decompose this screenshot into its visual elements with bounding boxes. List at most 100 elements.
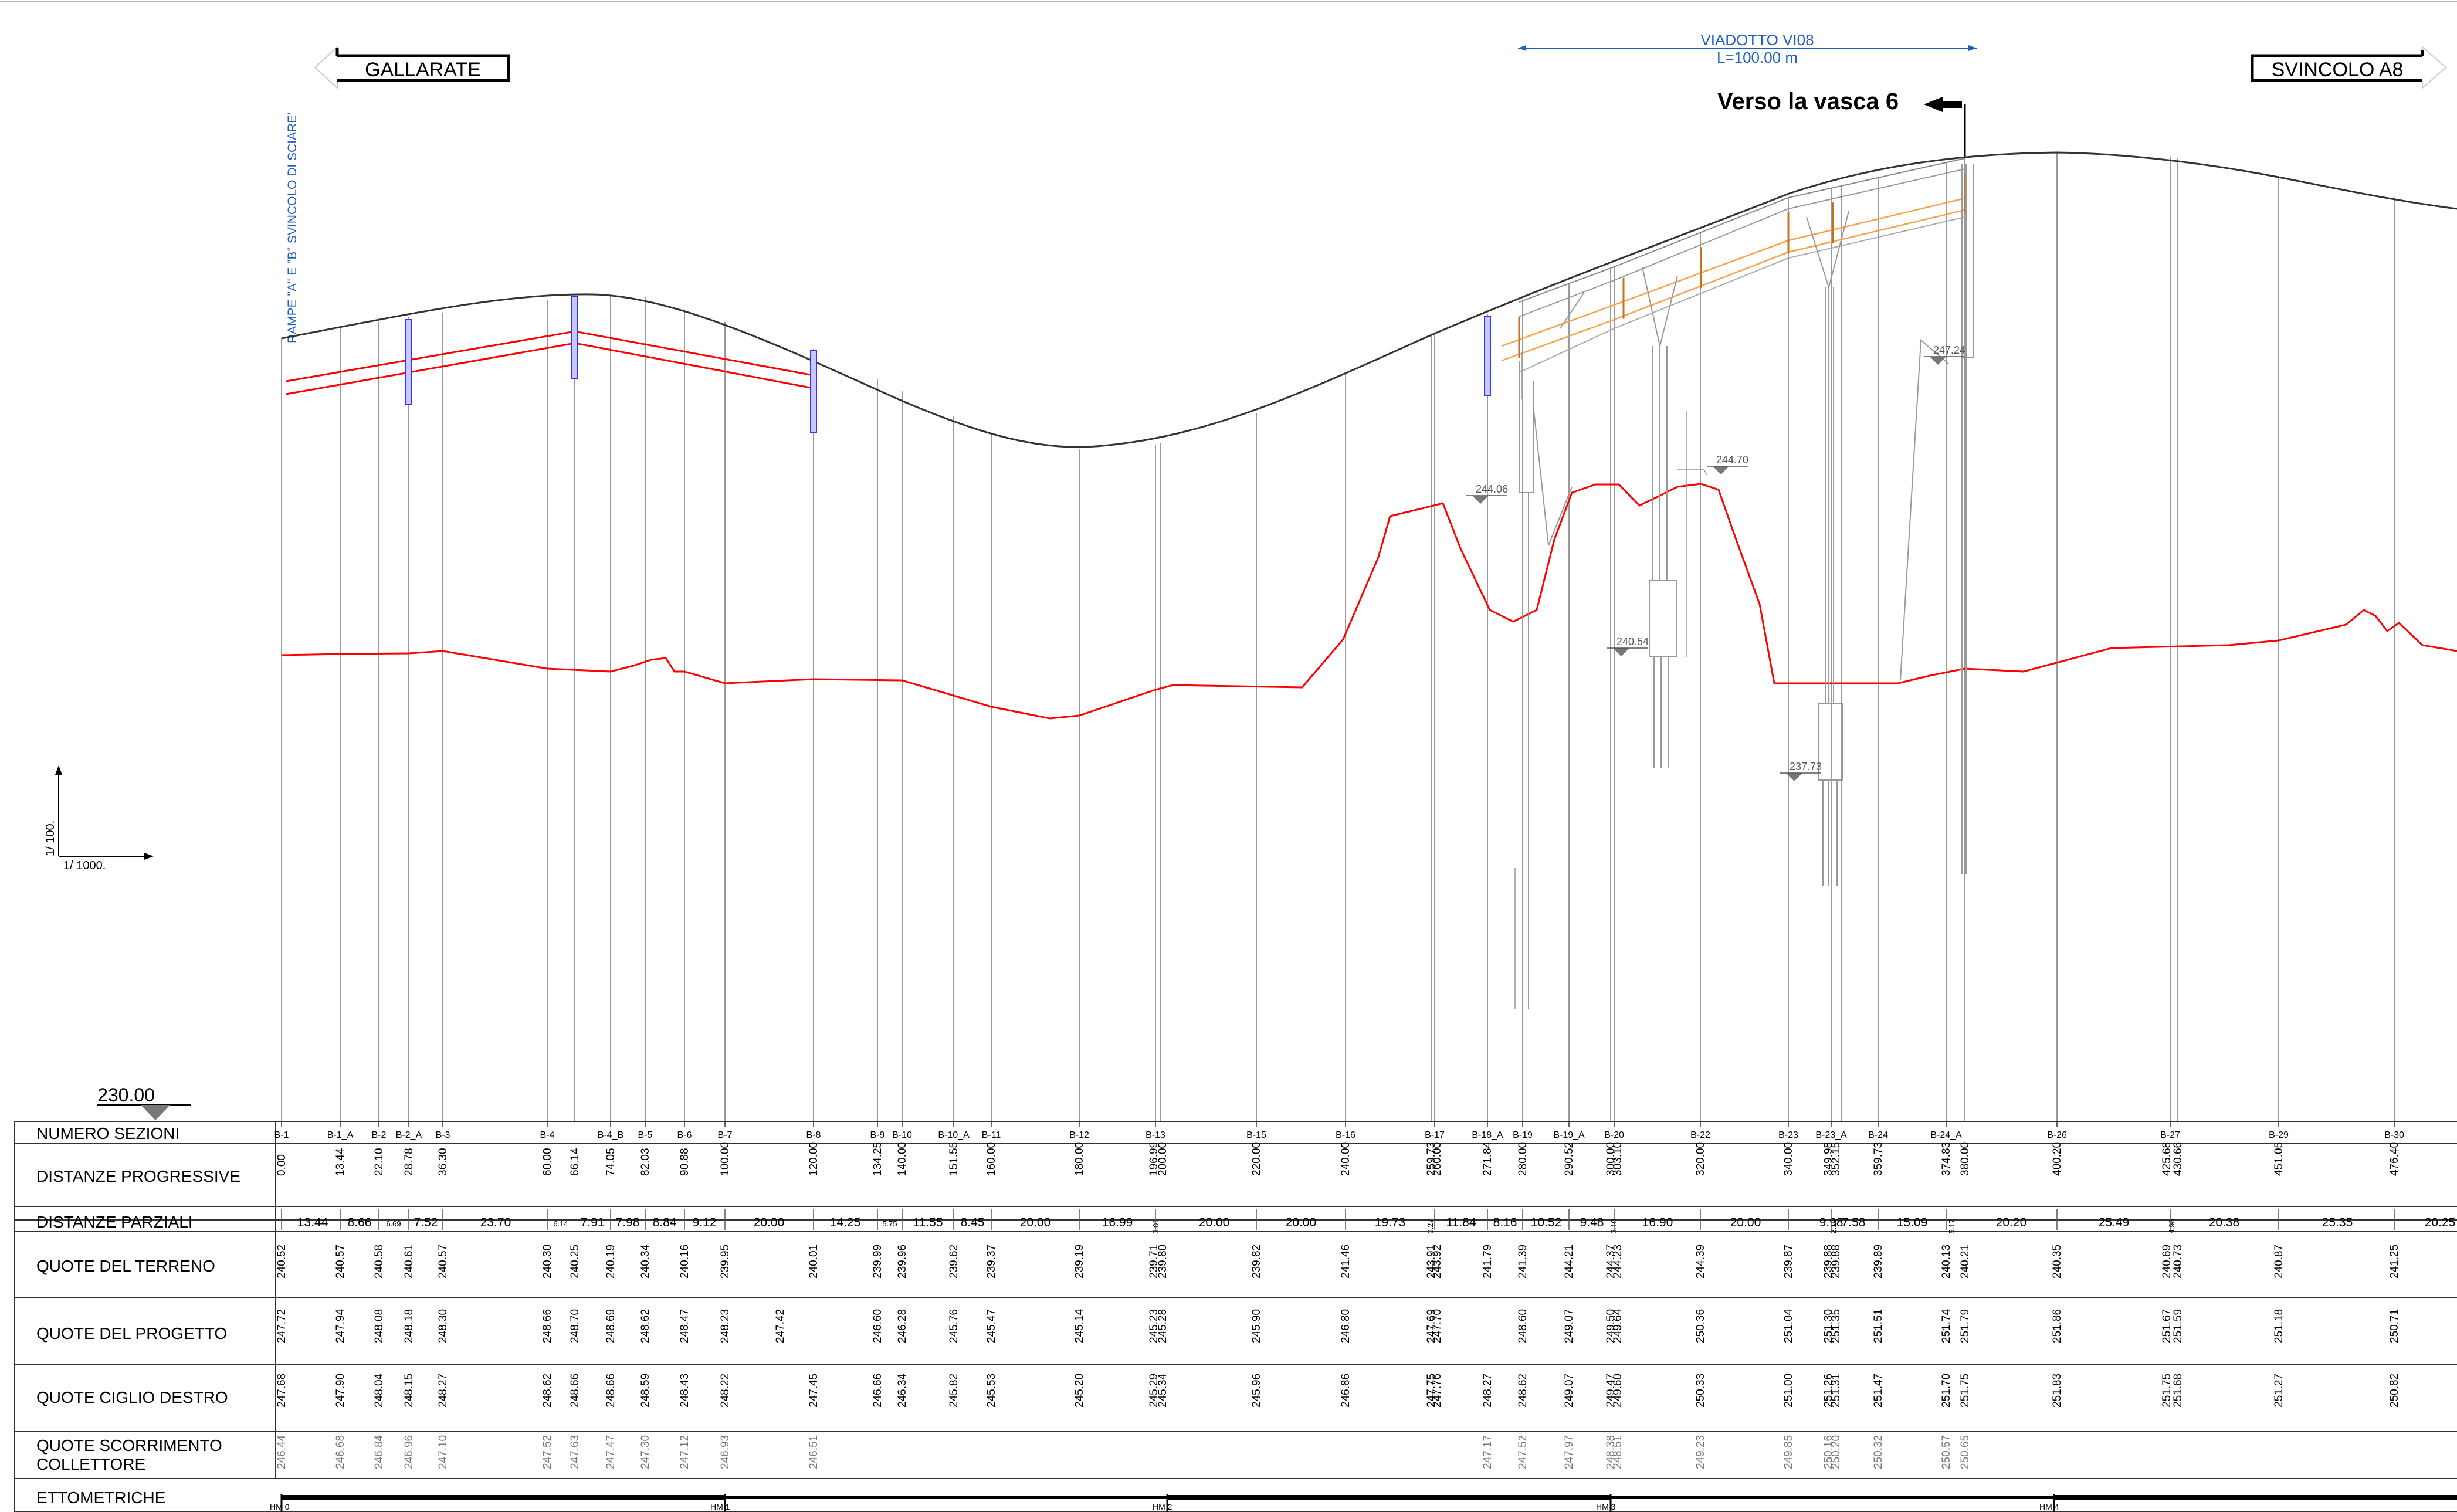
profile-table: NUMERO SEZIONI DISTANZE PROGRESSIVE DISTAN… bbox=[14, 1121, 2457, 1512]
partial-distance: 20.00 bbox=[1730, 1216, 1761, 1229]
row-label-right-edge: QUOTE CIGLIO DESTRO bbox=[36, 1388, 228, 1406]
progressive-distance: 271.84 bbox=[1482, 1141, 1494, 1176]
project-elevation: 248.60 bbox=[1517, 1309, 1529, 1343]
project-elevation: 245.90 bbox=[1250, 1309, 1263, 1343]
section-number: B-26 bbox=[2047, 1130, 2067, 1140]
elevation-mark: 240.54 bbox=[1607, 636, 1649, 656]
project-elevation: 248.69 bbox=[605, 1309, 617, 1343]
terrain-elevation: 243.92 bbox=[1431, 1245, 1443, 1279]
datum-marker: 230.00 bbox=[97, 1084, 191, 1120]
hectometric-label: HM 0 bbox=[270, 1502, 290, 1511]
partial-distance: 16.90 bbox=[1642, 1216, 1673, 1229]
progressive-distance: 425.68 bbox=[2161, 1142, 2173, 1176]
project-elevation: 248.70 bbox=[569, 1309, 581, 1343]
collector-elevation: 246.93 bbox=[719, 1435, 731, 1469]
project-elevation: 251.79 bbox=[1959, 1309, 1971, 1343]
project-elevation: 251.59 bbox=[2172, 1309, 2184, 1343]
ramp-vertical-note: RAMPE "A" E "B" SVINCOLO DI SCIARE' bbox=[286, 113, 299, 343]
project-elevation: 248.18 bbox=[403, 1309, 415, 1343]
section-number: B-24_A bbox=[1930, 1130, 1962, 1140]
right-edge-elevation: 251.75 bbox=[1959, 1374, 1971, 1408]
right-edge-elevation: 249.47 bbox=[1605, 1374, 1617, 1408]
partial-distance: 19.73 bbox=[1375, 1216, 1406, 1229]
progressive-distance: 240.00 bbox=[1340, 1142, 1352, 1176]
elevation-mark: 247.24 bbox=[1924, 344, 1965, 365]
scale-indicator: 1/ 100. 1/ 1000. bbox=[44, 765, 154, 872]
project-elevation: 249.64 bbox=[1612, 1308, 1624, 1343]
partial-distance: 6.69 bbox=[386, 1219, 401, 1228]
section-number: B-4_B bbox=[598, 1130, 623, 1140]
project-elevation: 248.66 bbox=[541, 1309, 554, 1343]
project-elevation: 246.60 bbox=[872, 1309, 884, 1343]
progressive-distance: 200.00 bbox=[1157, 1142, 1169, 1176]
section-number: B-17 bbox=[1425, 1130, 1445, 1140]
collector-elevation: 250.32 bbox=[1872, 1435, 1885, 1469]
project-elevation: 248.30 bbox=[437, 1309, 449, 1343]
project-elevation: 249.07 bbox=[1563, 1309, 1575, 1343]
project-elevation: 251.86 bbox=[2051, 1309, 2063, 1343]
terrain-elevation: 240.19 bbox=[605, 1245, 617, 1279]
section-number: B-19 bbox=[1513, 1130, 1533, 1140]
terrain-elevation: 240.57 bbox=[334, 1245, 347, 1279]
terrain-elevation: 239.80 bbox=[1157, 1245, 1169, 1279]
terrain-elevation: 240.52 bbox=[276, 1245, 288, 1279]
section-number: B-13 bbox=[1146, 1130, 1165, 1140]
partial-distance: 8.16 bbox=[1493, 1216, 1517, 1229]
progressive-distance: 451.05 bbox=[2273, 1142, 2285, 1176]
progressive-distance: 400.20 bbox=[2051, 1142, 2063, 1176]
right-edge-elevation: 250.33 bbox=[1695, 1374, 1707, 1408]
progressive-distance: 303.10 bbox=[1612, 1142, 1624, 1176]
terrain-elevation: 241.46 bbox=[1340, 1245, 1352, 1279]
project-elevation: 247.69 bbox=[1425, 1309, 1438, 1343]
project-elevation: 251.67 bbox=[2161, 1309, 2173, 1343]
partial-distance: 23.70 bbox=[480, 1216, 511, 1229]
collector-elevation: 246.84 bbox=[373, 1435, 385, 1469]
terrain-elevation: 241.39 bbox=[1517, 1245, 1529, 1279]
right-edge-elevation: 251.70 bbox=[1940, 1374, 1953, 1408]
terrain-elevation: 240.13 bbox=[1940, 1245, 1953, 1279]
right-edge-elevation: 248.04 bbox=[373, 1373, 385, 1408]
elevation-value: 247.24 bbox=[1933, 344, 1965, 356]
right-edge-elevation: 247.75 bbox=[1425, 1374, 1438, 1408]
project-elevation: 245.23 bbox=[1148, 1309, 1160, 1343]
terrain-elevation: 240.58 bbox=[373, 1245, 385, 1279]
section-number: B-4 bbox=[540, 1130, 555, 1140]
collector-elevation: 247.30 bbox=[639, 1435, 652, 1469]
design-profile-line bbox=[281, 151, 2457, 448]
elevation-mark: 244.06 bbox=[1466, 483, 1508, 504]
terrain-elevation: 240.34 bbox=[639, 1244, 652, 1279]
partial-distance: 9.48 bbox=[1580, 1216, 1604, 1229]
progressive-distance: 140.00 bbox=[896, 1142, 909, 1176]
pile-marker bbox=[571, 296, 578, 379]
right-edge-elevation: 251.26 bbox=[1822, 1374, 1835, 1408]
terrain-elevation: 239.95 bbox=[719, 1245, 731, 1279]
partial-distance: 7.58 bbox=[1842, 1216, 1866, 1229]
right-edge-elevation: 250.82 bbox=[2388, 1374, 2401, 1408]
ramp-lines bbox=[286, 330, 814, 395]
viaduct-label: VIADOTTO VI08 L=100.00 m bbox=[1518, 31, 1977, 66]
progressive-distance: 66.14 bbox=[569, 1148, 581, 1176]
project-elevation: 245.47 bbox=[985, 1309, 998, 1343]
terrain-elevation: 240.25 bbox=[569, 1245, 581, 1279]
right-edge-elevation: 248.27 bbox=[437, 1374, 449, 1408]
progressive-distance: 374.83 bbox=[1940, 1142, 1953, 1176]
terrain-elevation: 244.23 bbox=[1612, 1245, 1624, 1279]
collector-elevation: 247.10 bbox=[437, 1435, 449, 1469]
partial-distance: 8.66 bbox=[348, 1216, 372, 1229]
progressive-distance: 90.88 bbox=[679, 1148, 691, 1176]
elevation-value: 240.54 bbox=[1616, 636, 1649, 647]
partial-distance: 15.09 bbox=[1897, 1216, 1928, 1229]
right-edge-elevation: 251.27 bbox=[2273, 1374, 2285, 1408]
row-label-terrain: QUOTE DEL TERRENO bbox=[36, 1257, 215, 1275]
right-edge-elevation: 245.82 bbox=[948, 1374, 960, 1408]
terrain-elevation: 244.37 bbox=[1605, 1245, 1617, 1279]
project-elevation: 249.50 bbox=[1605, 1309, 1617, 1343]
collector-elevation: 247.47 bbox=[605, 1435, 617, 1469]
progressive-distance: 476.40 bbox=[2388, 1142, 2401, 1176]
hectometric-label: HM 2 bbox=[1153, 1502, 1172, 1511]
section-number: B-29 bbox=[2269, 1130, 2289, 1140]
progressive-distance: 280.00 bbox=[1517, 1142, 1529, 1176]
section-number: B-19_A bbox=[1553, 1130, 1585, 1140]
terrain-elevation: 244.39 bbox=[1695, 1245, 1707, 1279]
